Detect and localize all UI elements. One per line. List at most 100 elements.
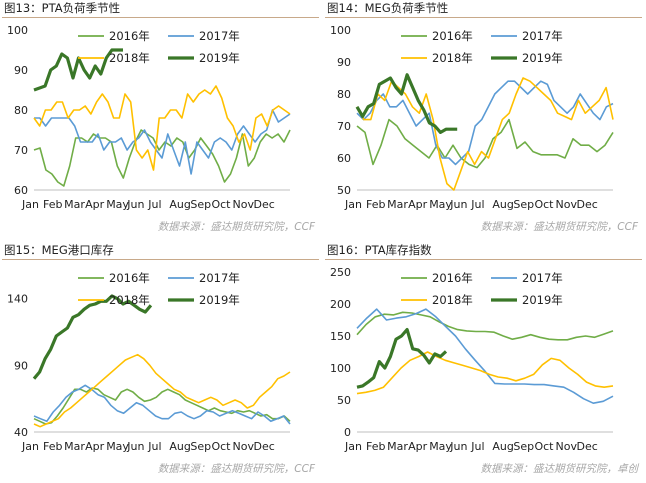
x-tick-label: Nov (233, 198, 255, 211)
x-tick-label: Nov (556, 440, 578, 453)
y-tick-label: 50 (337, 184, 351, 197)
x-tick-label: May (106, 440, 129, 453)
y-tick-label: 70 (337, 120, 351, 133)
y-tick-label: 80 (337, 88, 351, 101)
legend-label-2019: 2019年 (199, 51, 240, 65)
x-tick-label: Sep (513, 440, 534, 453)
x-tick-label: Jun (126, 198, 144, 211)
chart-panel-meg-load: 图14：MEG负荷季节性 50 60 70 80 90 100 Jan Feb Mar Apr Ma… (323, 0, 646, 241)
legend-label-2018: 2018年 (432, 293, 473, 307)
x-tick-label: Mar (387, 440, 408, 453)
series-line-2019 (355, 73, 458, 135)
legend-label-2016: 2016年 (432, 29, 473, 43)
x-tick-label: Feb (366, 440, 385, 453)
x-tick-label: Jun (126, 440, 144, 453)
x-tick-label: Feb (43, 440, 62, 453)
x-tick-label: Oct (534, 198, 554, 211)
y-tick-label: 90 (14, 359, 28, 372)
x-tick-label: Dec (577, 440, 598, 453)
series-line-2018 (33, 353, 291, 428)
x-tick-label: Dec (577, 198, 598, 211)
x-tick-label: Jan (21, 440, 39, 453)
series-line-2017 (33, 384, 291, 425)
legend-label-2018: 2018年 (432, 51, 473, 65)
series-line-2016 (33, 129, 291, 187)
y-tick-label: 50 (337, 394, 351, 407)
x-tick-label: Mar (64, 440, 85, 453)
title-rule (325, 17, 642, 18)
x-tick-label: Aug (169, 440, 190, 453)
x-tick-label: Sep (190, 440, 211, 453)
chart-title: 图13：PTA负荷季节性 (4, 1, 121, 15)
x-tick-label: Jun (449, 198, 467, 211)
x-tick-label: Oct (211, 440, 231, 453)
series-line-2016 (356, 118, 614, 169)
legend-label-2018: 2018年 (109, 51, 150, 65)
x-tick-label: May (429, 440, 452, 453)
x-tick-label: Dec (254, 198, 275, 211)
x-tick-label: Mar (64, 198, 85, 211)
legend-label-2017: 2017年 (199, 271, 240, 285)
x-tick-label: Sep (513, 198, 534, 211)
chart-panel-pta-load: 图13：PTA负荷季节性 60 70 80 90 100 Jan Feb Mar Apr May J… (0, 0, 323, 241)
y-tick-label: 0 (344, 426, 351, 439)
x-tick-label: Jan (344, 440, 362, 453)
legend-label-2017: 2017年 (522, 271, 563, 285)
legend-label-2019: 2019年 (522, 293, 563, 307)
x-tick-label: Mar (387, 198, 408, 211)
y-tick-label: 140 (7, 293, 28, 306)
y-tick-label: 150 (330, 330, 351, 343)
y-tick-label: 90 (14, 64, 28, 77)
y-tick-label: 100 (330, 362, 351, 375)
x-tick-label: Aug (492, 440, 513, 453)
x-tick-label: Jul (470, 198, 484, 211)
chart-title: 图14：MEG负荷季节性 (327, 1, 449, 15)
series-line-2018 (356, 77, 614, 191)
chart-title: 图15：MEG港口库存 (4, 243, 114, 257)
series-line-2017 (34, 109, 291, 175)
x-tick-label: May (429, 198, 452, 211)
x-tick-label: Jan (344, 198, 362, 211)
legend-label-2016: 2016年 (109, 271, 150, 285)
x-tick-label: Jul (147, 440, 161, 453)
x-tick-label: Jan (21, 198, 39, 211)
x-tick-label: Nov (233, 440, 255, 453)
series-line-2019 (32, 294, 153, 380)
series-line-2019 (356, 327, 448, 389)
legend-label-2016: 2016年 (109, 29, 150, 43)
chart-title: 图16：PTA库存指数 (327, 243, 432, 257)
series-line-2016 (33, 387, 291, 425)
legend-label-2017: 2017年 (199, 29, 240, 43)
x-tick-label: Nov (556, 198, 578, 211)
x-tick-label: Jul (470, 440, 484, 453)
legend-label-2017: 2017年 (522, 29, 563, 43)
x-tick-label: Aug (169, 198, 190, 211)
x-tick-label: Apr (408, 198, 428, 211)
x-tick-label: Apr (408, 440, 428, 453)
x-tick-label: Sep (190, 198, 211, 211)
y-tick-label: 60 (337, 152, 351, 165)
y-tick-label: 100 (330, 24, 351, 37)
y-tick-label: 90 (337, 56, 351, 69)
x-tick-label: Apr (85, 198, 105, 211)
y-tick-label: 100 (7, 24, 28, 37)
title-rule (2, 259, 319, 260)
y-tick-label: 60 (14, 184, 28, 197)
source-note: 数据来源：盛达期货研究院，卓创 (480, 463, 639, 475)
x-tick-label: Feb (366, 198, 385, 211)
legend-label-2018: 2018年 (109, 293, 150, 307)
source-note: 数据来源：盛达期货研究院，CCF (157, 463, 315, 475)
y-tick-label: 80 (14, 104, 28, 117)
series-line-2017 (356, 308, 614, 404)
y-tick-label: 70 (14, 144, 28, 157)
x-tick-label: Oct (534, 440, 554, 453)
legend-label-2019: 2019年 (199, 293, 240, 307)
legend-label-2019: 2019年 (522, 51, 563, 65)
y-tick-label: 250 (330, 266, 351, 279)
series-line-2017 (356, 80, 614, 166)
legend-label-2016: 2016年 (432, 271, 473, 285)
x-tick-label: Feb (43, 198, 62, 211)
